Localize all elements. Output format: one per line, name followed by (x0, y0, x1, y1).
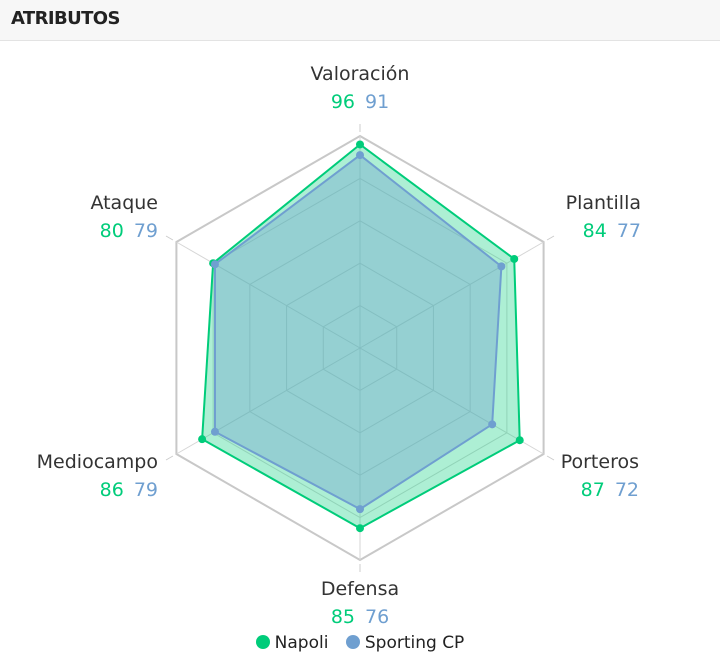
value-series-1-axis-3: 76 (365, 606, 389, 628)
series-0-point-3[interactable] (356, 524, 364, 533)
value-series-0-axis-0: 96 (331, 91, 355, 113)
value-series-0-axis-1: 84 (583, 220, 607, 242)
series-1-point-0[interactable] (356, 151, 364, 160)
value-series-1-axis-4: 79 (134, 479, 158, 501)
series-0-point-4[interactable] (198, 435, 207, 444)
axis-values-4: 86 79 (100, 479, 158, 501)
axis-values-1: 84 77 (583, 220, 641, 242)
series-1-point-2[interactable] (488, 420, 497, 429)
axis-values-5: 80 79 (100, 220, 158, 242)
axis-values-2: 87 72 (581, 479, 639, 501)
section-title: ATRIBUTOS (11, 8, 120, 29)
axis-label-2: Porteros (561, 451, 639, 473)
grid-spoke-2 (359, 347, 544, 455)
value-series-1-axis-0: 91 (365, 91, 389, 113)
legend-item-sporting[interactable]: Sporting CP (345, 633, 465, 653)
series-0-point-1[interactable] (510, 254, 519, 263)
series-1-point-3[interactable] (356, 505, 364, 514)
value-series-0-axis-3: 85 (331, 606, 355, 628)
series-0-point-0[interactable] (356, 140, 364, 149)
value-series-0-axis-4: 86 (100, 479, 124, 501)
grid-tick-2 (546, 455, 555, 461)
legend-dot-sporting (345, 635, 360, 649)
value-series-1-axis-1: 77 (617, 220, 641, 242)
chart-legend: Napoli Sporting CP (0, 633, 720, 653)
grid-spoke-4 (176, 347, 361, 455)
series-1-point-1[interactable] (497, 262, 506, 271)
axis-values-3: 85 76 (331, 606, 389, 628)
axis-label-4: Mediocampo (37, 451, 158, 473)
value-series-0-axis-5: 80 (100, 220, 124, 242)
grid-spoke-5 (176, 241, 361, 349)
legend-label-sporting: Sporting CP (364, 633, 465, 653)
legend-label-napoli: Napoli (274, 633, 329, 653)
series-1-point-5[interactable] (210, 260, 219, 269)
axis-label-3: Defensa (321, 578, 399, 600)
axis-label-5: Ataque (90, 192, 158, 214)
axis-values-0: 96 91 (331, 91, 389, 113)
grid-tick-1 (546, 235, 555, 241)
value-series-1-axis-2: 72 (615, 479, 639, 501)
grid-tick-5 (165, 235, 174, 241)
axis-label-0: Valoración (311, 63, 410, 85)
section-header: ATRIBUTOS (0, 0, 720, 41)
legend-item-napoli[interactable]: Napoli (255, 633, 329, 653)
radar-labels: Valoración 96 91 Plantilla 84 77 Porteros 87 72 D… (37, 63, 641, 628)
axis-label-1: Plantilla (566, 192, 641, 214)
radar-series (198, 140, 524, 533)
value-series-1-axis-5: 79 (134, 220, 158, 242)
value-series-0-axis-2: 87 (581, 479, 605, 501)
series-1-point-4[interactable] (210, 427, 219, 436)
series-0-point-2[interactable] (515, 436, 524, 445)
grid-tick-4 (165, 455, 174, 461)
legend-dot-napoli (255, 635, 270, 649)
